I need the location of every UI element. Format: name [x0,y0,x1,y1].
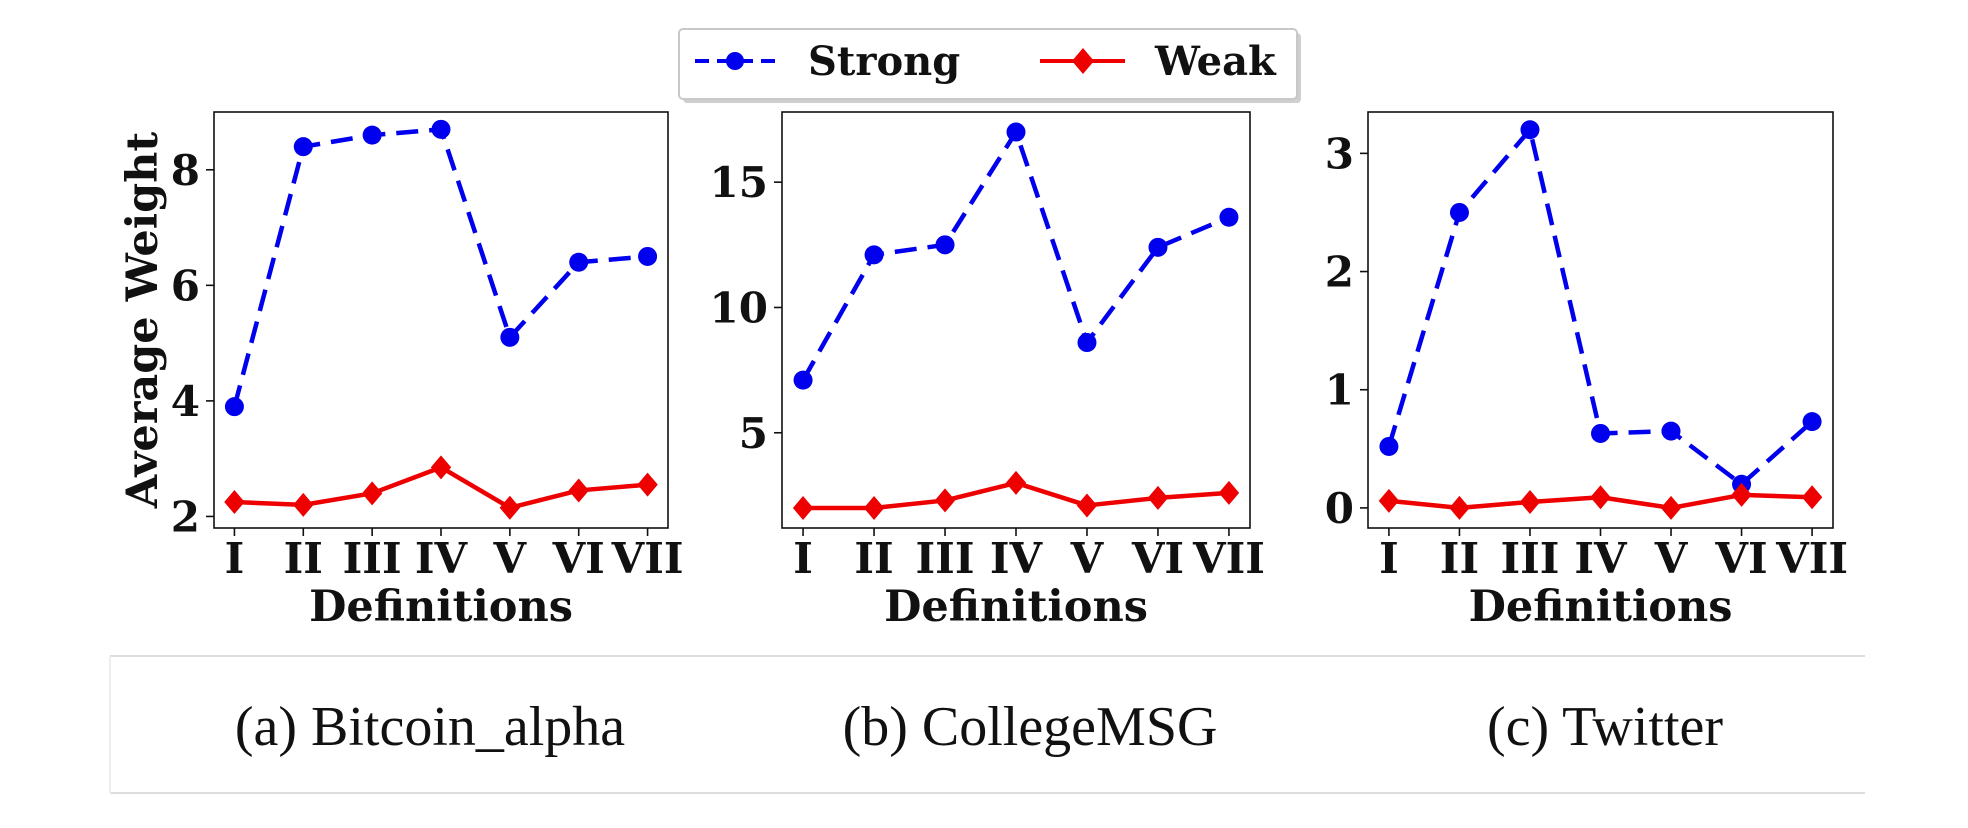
x-tick-label-VII: VII [1192,534,1265,583]
y-tick-label: 5 [739,409,768,458]
x-tick-label-IV: IV [990,534,1044,583]
y-tick-label: 2 [171,492,200,541]
x-axis-label: Definitions [1469,582,1733,632]
x-tick-label-I: I [1379,534,1399,583]
point-strong-VII [1219,207,1239,227]
plot-frame [1367,111,1834,529]
point-weak-VII [1801,485,1823,510]
point-strong-VII [1802,412,1822,432]
point-weak-I [792,495,814,520]
point-strong-IV [1006,122,1026,142]
point-strong-V [1661,421,1681,441]
x-tick-label-III: III [916,534,975,583]
point-strong-I [793,370,813,390]
point-weak-I [1378,488,1400,513]
y-tick-label: 1 [1325,366,1354,415]
x-tick-label-V: V [1070,534,1105,583]
y-tick-label: 0 [1325,484,1354,533]
point-weak-II [1449,495,1470,520]
y-tick-label: 8 [171,146,200,195]
point-weak-III [1519,490,1541,514]
point-strong-III [362,125,382,145]
x-tick-label-II: II [284,534,323,583]
point-strong-II [1449,202,1469,222]
x-tick-label-III: III [1500,534,1559,583]
point-strong-I [1379,436,1399,456]
y-tick-label: 10 [710,283,768,332]
x-tick-label-VII: VII [611,534,684,583]
point-weak-I [224,490,245,514]
x-tick-label-III: III [343,534,402,583]
x-axis-label: Definitions [309,582,573,632]
point-weak-VI [1731,482,1752,507]
point-strong-VI [569,252,589,272]
point-weak-VI [1147,485,1169,510]
x-tick-label-VI: VI [552,534,605,583]
x-tick-label-VI: VI [1714,534,1767,583]
x-tick-label-IV: IV [1574,534,1628,583]
x-tick-label-IV: IV [415,534,469,583]
caption-c: (c) Twitter [1487,696,1723,758]
legend-box [678,28,1298,100]
point-weak-V [1660,495,1682,520]
y-tick-label: 3 [1325,129,1354,178]
legend-weak-label: Weak [1154,38,1277,85]
point-strong-III [935,235,955,255]
point-strong-I [224,397,244,417]
point-weak-II [293,492,314,517]
point-strong-VI [1148,237,1168,257]
point-weak-IV [1005,470,1027,495]
point-weak-II [863,495,885,520]
y-tick-label: 4 [171,377,200,426]
caption-strip: (a) Bitcoin_alpha (b) CollegeMSG (c) Twi… [109,655,1865,794]
y-tick-label: 2 [1325,248,1354,297]
point-weak-VII [1218,480,1240,505]
point-strong-VII [638,246,658,266]
y-tick-label: 6 [171,261,200,310]
legend-strong-label: Strong [808,38,960,85]
x-axis-label: Definitions [884,582,1148,632]
y-axis-label: Average Weight [118,132,168,510]
plot-frame [781,111,1251,529]
x-tick-label-I: I [225,534,245,583]
point-weak-V [1076,493,1098,518]
legend-weak-marker [1072,48,1094,74]
point-strong-IV [1591,423,1610,443]
x-tick-label-II: II [854,534,893,583]
point-weak-VII [637,472,658,497]
point-strong-III [1520,120,1540,140]
point-weak-IV [1590,485,1611,510]
caption-a: (a) Bitcoin_alpha [235,696,625,758]
y-tick-label: 15 [710,158,768,207]
point-weak-III [934,488,956,513]
point-strong-II [864,245,884,265]
x-tick-label-V: V [493,534,528,583]
x-tick-label-VII: VII [1775,534,1848,583]
point-weak-III [361,481,383,506]
x-tick-label-V: V [1654,534,1689,583]
point-weak-VI [568,478,589,503]
caption-b: (b) CollegeMSG [843,696,1218,758]
point-strong-V [500,327,520,347]
x-tick-label-I: I [793,534,813,583]
x-tick-label-II: II [1440,534,1479,583]
point-strong-IV [431,119,451,139]
point-strong-II [293,137,313,157]
point-weak-IV [430,455,452,480]
legend-strong-marker [726,52,744,70]
x-tick-label-VI: VI [1131,534,1184,583]
point-weak-V [499,495,521,520]
legend: Strong Weak [678,28,1301,103]
point-strong-V [1077,333,1097,353]
